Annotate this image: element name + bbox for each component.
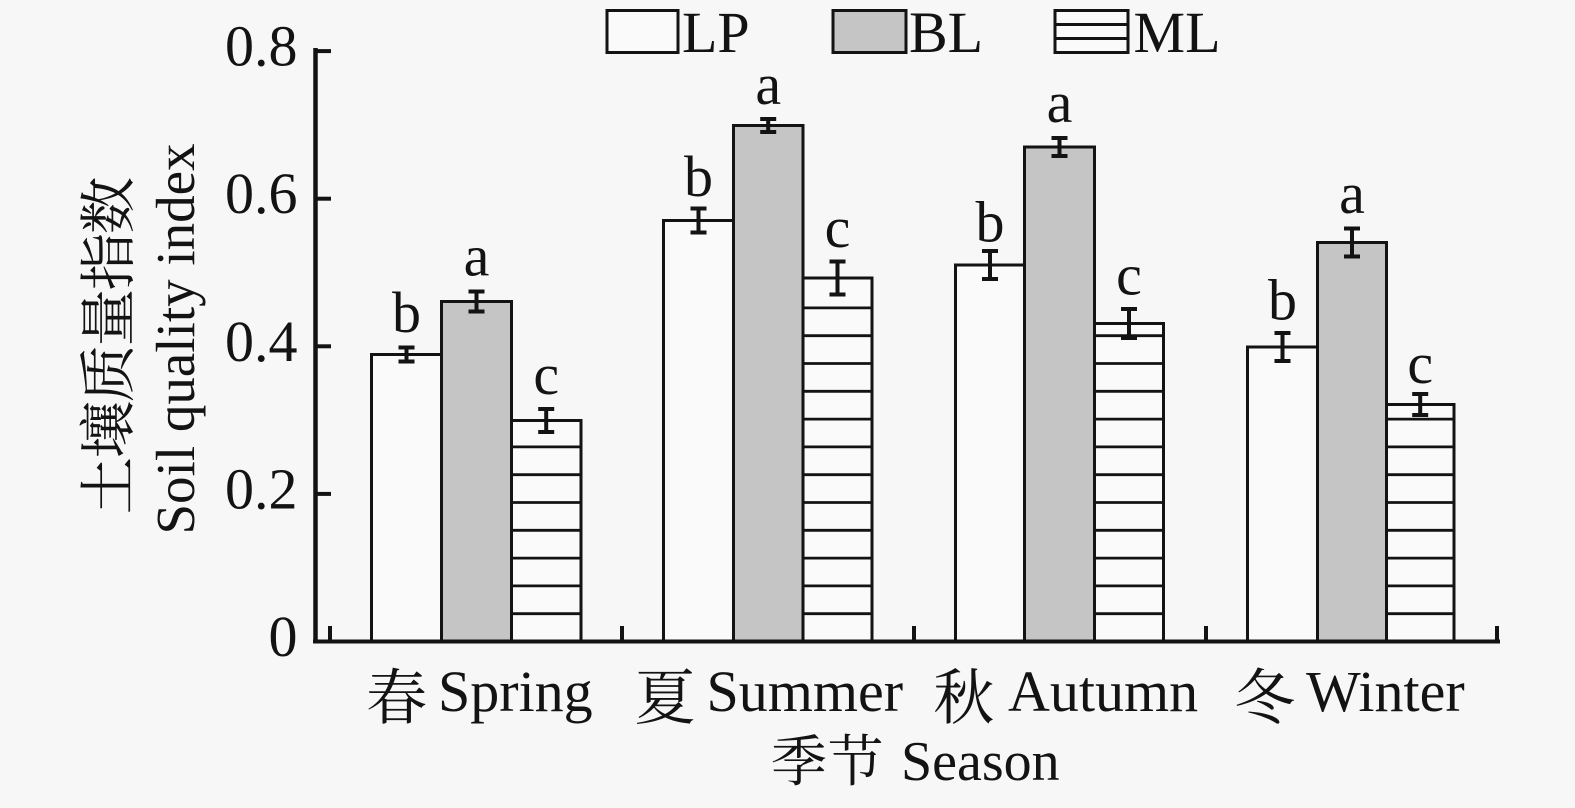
svg-text:0.2: 0.2 (225, 456, 298, 521)
svg-text:b: b (1268, 268, 1297, 333)
svg-text:b: b (684, 144, 713, 209)
svg-text:0.8: 0.8 (225, 14, 298, 79)
svg-text:c: c (825, 195, 851, 260)
svg-text:Season: Season (901, 731, 1060, 793)
svg-text:0.6: 0.6 (225, 161, 298, 226)
svg-text:c: c (533, 342, 559, 407)
svg-text:LP: LP (682, 0, 750, 65)
svg-text:a: a (464, 224, 490, 289)
svg-text:b: b (392, 280, 421, 345)
svg-text:Autumn: Autumn (1008, 659, 1198, 724)
svg-text:c: c (1407, 331, 1433, 396)
svg-text:Summer: Summer (707, 659, 904, 724)
svg-text:a: a (1339, 161, 1365, 226)
svg-text:0: 0 (269, 604, 298, 669)
svg-text:a: a (1047, 70, 1073, 135)
svg-text:a: a (755, 52, 781, 117)
svg-text:Winter: Winter (1306, 659, 1465, 724)
svg-text:b: b (976, 190, 1005, 255)
svg-text:Spring: Spring (438, 659, 593, 724)
svg-text:Soil quality index: Soil quality index (145, 143, 206, 534)
svg-text:c: c (1116, 243, 1142, 308)
svg-text:ML: ML (1134, 0, 1221, 65)
svg-text:0.4: 0.4 (225, 309, 298, 374)
svg-text:BL: BL (909, 0, 983, 65)
